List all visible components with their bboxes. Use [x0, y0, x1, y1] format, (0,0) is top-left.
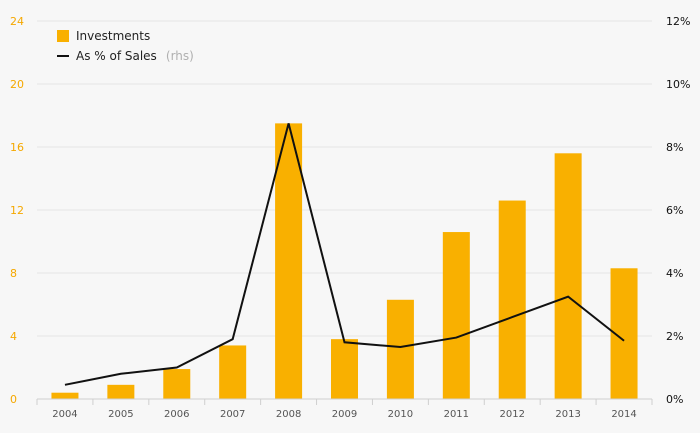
y-left-tick-label: 0: [10, 393, 17, 406]
y-right-tick-label: 8%: [666, 141, 683, 154]
axes: 0 4 8 12 16 20 24 0% 2% 4% 6% 8% 10% 12% 2004 2005 2006 2…: [10, 15, 690, 420]
bar-2008: [275, 123, 303, 399]
y-right-tick-label: 2%: [666, 330, 683, 343]
y-right-tick-label: 12%: [666, 15, 690, 28]
y-left-tick-label: 12: [10, 204, 24, 217]
x-tick-label: 2009: [332, 409, 357, 420]
legend-label-sales-percent: As % of Sales (rhs): [76, 45, 194, 64]
bar-2004: [51, 392, 79, 399]
x-tick-label: 2011: [444, 409, 469, 420]
legend-label-sales-percent-name: As % of Sales: [76, 49, 157, 63]
bar-2005: [107, 384, 135, 399]
x-tick-label: 2010: [388, 409, 413, 420]
y-left-tick-label: 4: [10, 330, 17, 343]
gridlines: [37, 20, 652, 337]
x-tick-label: 2014: [611, 409, 636, 420]
x-tick-label: 2007: [220, 409, 245, 420]
y-right-tick-label: 10%: [666, 78, 690, 91]
x-tick-label: 2008: [276, 409, 301, 420]
sales-percent-line-group: [64, 123, 625, 386]
y-right-tick-label: 4%: [666, 267, 683, 280]
bar-2006: [163, 369, 191, 399]
bar-2013: [554, 153, 582, 399]
x-tick-label: 2013: [555, 409, 580, 420]
legend-swatch-investments: [57, 30, 69, 42]
y-left-tick-label: 24: [10, 15, 24, 28]
investments-bars: [51, 123, 638, 399]
x-tick-label: 2006: [164, 409, 189, 420]
x-tick-label: 2004: [52, 409, 77, 420]
legend-label-investments: Investments: [76, 29, 150, 43]
bar-2010: [386, 299, 414, 399]
bar-2011: [442, 232, 470, 399]
x-tick-label: 2005: [108, 409, 133, 420]
y-right-tick-label: 0%: [666, 393, 683, 406]
bar-2012: [498, 200, 526, 399]
sales-percent-line: [64, 123, 625, 386]
y-right-tick-label: 6%: [666, 204, 683, 217]
y-left-tick-label: 20: [10, 78, 24, 91]
legend: Investments As % of Sales (rhs): [57, 29, 194, 64]
legend-label-sales-percent-suffix: (rhs): [166, 49, 194, 63]
bar-2007: [219, 345, 247, 399]
y-left-tick-label: 16: [10, 141, 24, 154]
x-tick-label: 2012: [500, 409, 525, 420]
y-left-tick-label: 8: [10, 267, 17, 280]
bar-2009: [331, 339, 358, 399]
